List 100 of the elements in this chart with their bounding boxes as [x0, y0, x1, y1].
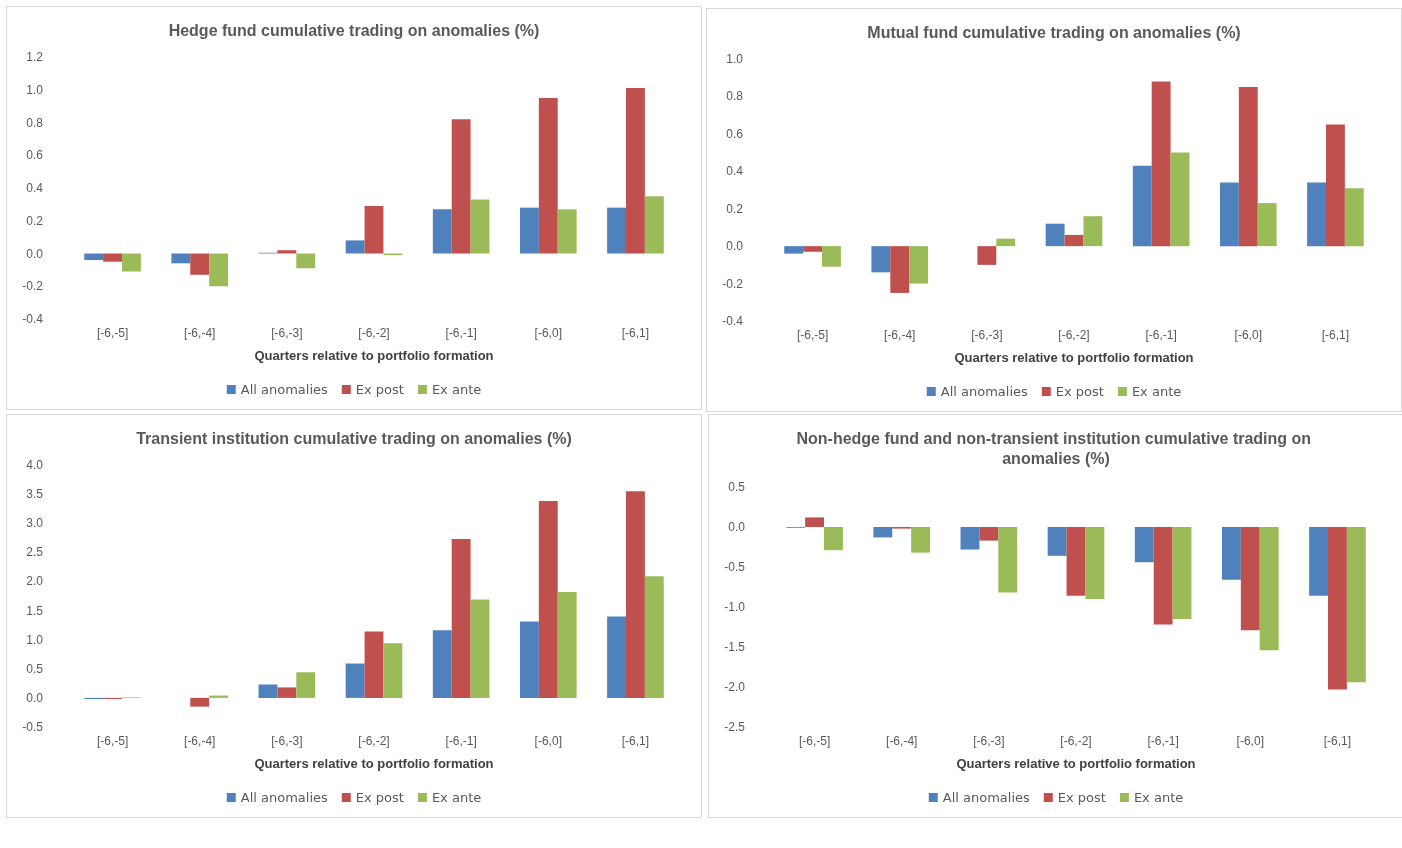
legend-label: Ex ante — [431, 382, 482, 397]
x-tick-label: [-6,-5] — [96, 326, 129, 340]
y-tick-label: -0.5 — [22, 720, 44, 734]
x-tick-label: [-6,-2] — [358, 326, 390, 340]
x-tick-label: [-6,1] — [621, 734, 650, 748]
bar — [1257, 203, 1277, 247]
bar — [890, 246, 910, 293]
bar — [1344, 188, 1364, 247]
legend-label: Ex post — [355, 382, 404, 397]
bar — [1045, 223, 1065, 247]
bar — [644, 196, 664, 254]
x-tick-label: [-6,-2] — [358, 734, 390, 748]
legend-label: Ex post — [355, 790, 404, 805]
y-tick-label: 0.0 — [728, 520, 746, 534]
y-tick-label: -1.5 — [724, 640, 746, 654]
y-tick-label: 0.6 — [726, 126, 744, 141]
x-axis-title: Quarters relative to portfolio formation — [956, 756, 1196, 771]
bar — [190, 697, 210, 707]
x-tick-label: [-6,-5] — [798, 734, 831, 748]
x-tick-label: [-6,0] — [1236, 734, 1264, 748]
x-tick-label: [-6,-2] — [1058, 328, 1090, 342]
x-tick-label: [-6,1] — [1323, 734, 1352, 748]
chart-title: Mutual fund cumulative trading on anomalies (%) — [867, 23, 1241, 41]
bar — [451, 119, 471, 254]
x-axis-title: Quarters relative to portfolio formation — [254, 348, 494, 363]
y-tick-label: 1.0 — [726, 52, 744, 66]
x-tick-label: [-6,-3] — [271, 326, 303, 340]
y-tick-label: 0.0 — [26, 246, 44, 261]
bar — [909, 246, 929, 284]
bar — [277, 687, 297, 698]
x-tick-label: [-6,-3] — [271, 734, 303, 748]
bar — [607, 207, 626, 254]
bar — [364, 631, 384, 698]
bar — [557, 591, 577, 698]
y-tick-label: 0.4 — [726, 164, 744, 179]
bar — [625, 88, 645, 254]
y-tick-label: 2.0 — [26, 574, 44, 589]
x-tick-label: [-6,-1] — [445, 326, 477, 340]
bar — [803, 246, 823, 252]
bar — [451, 538, 471, 698]
y-tick-label: 1.5 — [26, 603, 44, 618]
y-tick-label: -0.4 — [722, 314, 744, 328]
bar — [1064, 234, 1084, 247]
bar — [1170, 152, 1190, 247]
x-tick-label: [-6,-4] — [184, 326, 216, 340]
bar — [784, 246, 804, 254]
legend-label: All anomalies — [942, 790, 1031, 805]
y-tick-label: 0.2 — [726, 201, 744, 216]
bar — [122, 253, 141, 272]
bar — [996, 238, 1016, 247]
x-tick-label: [-6,-4] — [886, 734, 918, 748]
bar — [345, 240, 365, 254]
y-tick-label: -0.2 — [22, 279, 44, 294]
bar — [1238, 87, 1258, 247]
x-axis-title: Quarters relative to portfolio formation — [254, 756, 494, 771]
y-tick-label: 3.0 — [26, 516, 44, 531]
y-tick-label: -2.0 — [724, 680, 746, 694]
bar — [432, 209, 452, 254]
bar — [432, 630, 452, 698]
bar — [607, 616, 626, 698]
bar — [296, 672, 316, 698]
bar — [1325, 124, 1345, 247]
bar — [538, 501, 558, 698]
bar — [190, 253, 210, 275]
bar — [209, 253, 229, 287]
bar — [519, 207, 539, 254]
bar — [557, 209, 577, 254]
legend-label: Ex ante — [1131, 384, 1182, 399]
y-tick-label: 0.5 — [728, 480, 746, 494]
x-tick-label: [-6,0] — [534, 326, 562, 340]
y-tick-label: 0.8 — [726, 89, 744, 104]
bar — [625, 491, 645, 698]
y-tick-label: 0.2 — [26, 213, 44, 228]
bar — [345, 663, 365, 698]
y-tick-label: 1.0 — [26, 632, 44, 647]
bar — [519, 621, 539, 698]
x-tick-label: [-6,-5] — [96, 734, 129, 748]
x-tick-label: [-6,-4] — [884, 328, 916, 342]
bar — [470, 599, 490, 698]
x-tick-label: [-6,-1] — [445, 734, 477, 748]
x-tick-label: [-6,-1] — [1145, 328, 1177, 342]
x-tick-label: [-6,-3] — [971, 328, 1003, 342]
legend-label: Ex ante — [431, 790, 482, 805]
bar — [383, 643, 403, 698]
y-tick-label: 2.5 — [26, 545, 44, 560]
x-axis-title: Quarters relative to portfolio formation — [954, 350, 1194, 365]
y-tick-label: 1.2 — [26, 50, 44, 64]
y-tick-label: 0.0 — [726, 239, 744, 254]
bar — [277, 250, 297, 254]
x-tick-label: [-6,-4] — [184, 734, 216, 748]
bar — [871, 246, 891, 273]
x-tick-label: [-6,-2] — [1060, 734, 1092, 748]
chart-title: Transient institution cumulative trading on anomalies (%) — [136, 429, 572, 447]
y-tick-label: 0.5 — [26, 661, 44, 676]
x-tick-label: [-6,-1] — [1147, 734, 1179, 748]
y-tick-label: 3.5 — [26, 487, 44, 502]
y-tick-label: 0.4 — [26, 181, 44, 195]
legend-label: Ex ante — [1133, 790, 1184, 805]
x-tick-label: [-6,1] — [621, 326, 650, 340]
bar — [644, 576, 664, 698]
